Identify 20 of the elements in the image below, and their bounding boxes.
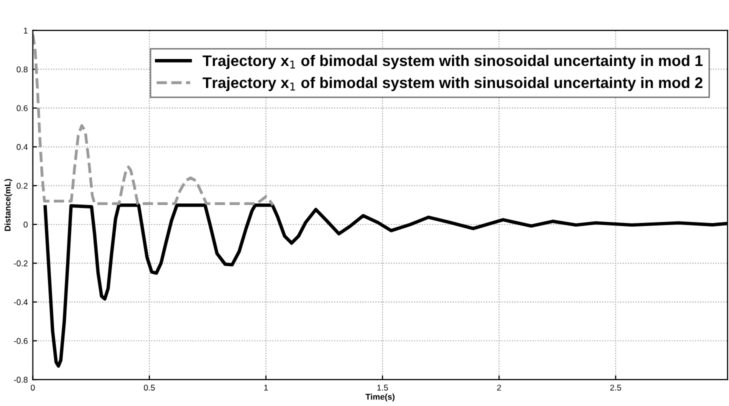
- x-tick-label: 1.5: [377, 384, 388, 391]
- y-tick-label: 0.6: [16, 105, 28, 112]
- y-axis-title: Distance(mL): [4, 179, 12, 231]
- legend-label: Trajectory x$_{1}$ of bimodal system with sinusoidal uncertainty in mod 2: [202, 76, 702, 92]
- y-tick-label: 0.4: [16, 144, 28, 150]
- y-tick-label: 0.8: [16, 66, 28, 72]
- x-axis-title: Time(s): [366, 394, 395, 402]
- y-tick-label: -0.8: [14, 376, 28, 383]
- y-tick-label: -0.6: [14, 338, 28, 344]
- y-tick-label: 1: [24, 28, 28, 34]
- y-tick-label: 0: [24, 222, 28, 228]
- x-tick-label: 2: [497, 384, 501, 391]
- x-tick-label: 0: [30, 384, 35, 391]
- x-tick-label: 2.5: [610, 384, 622, 391]
- y-tick-label: -0.2: [14, 260, 28, 266]
- x-tick-label: 1: [264, 384, 268, 391]
- y-tick-label: -0.4: [14, 299, 28, 306]
- legend-label: Trajectory x$_{1}$ of bimodal system with sinosoidal uncertainty in mod 1: [202, 54, 703, 70]
- x-tick-label: 0.5: [144, 384, 155, 391]
- y-tick-label: 0.2: [16, 182, 28, 189]
